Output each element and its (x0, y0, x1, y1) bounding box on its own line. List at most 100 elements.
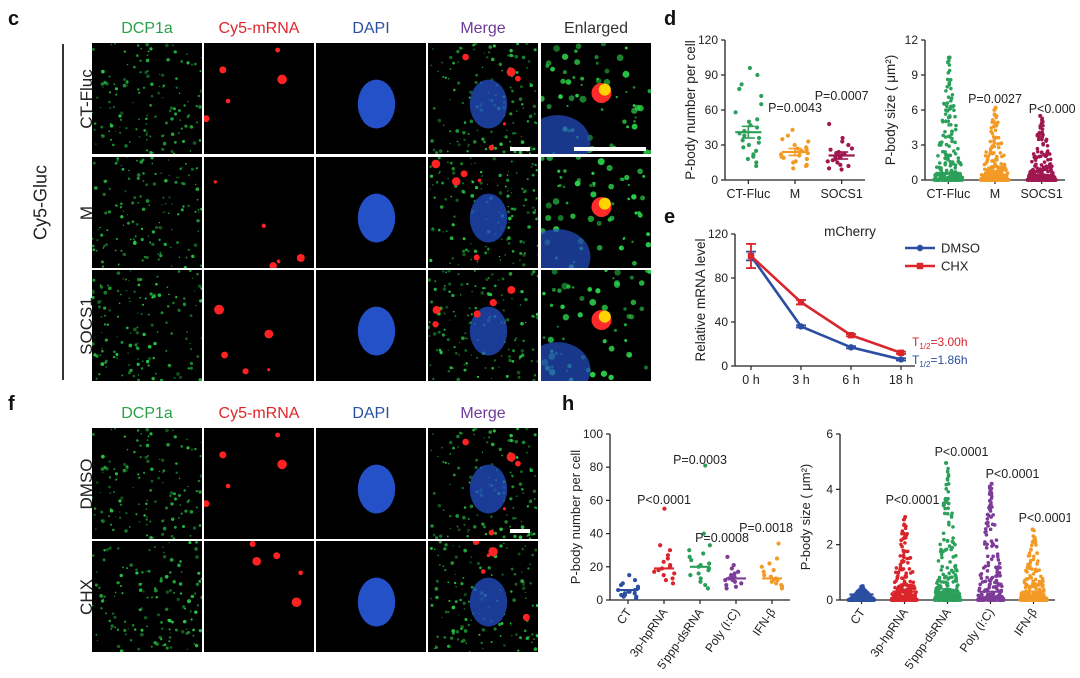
chart-pbody-size-d: 0 3 6 9 12 P-body size ( μm²) CT-Fluc M P=0.0027… (883, 33, 1075, 201)
data-point (1043, 154, 1048, 159)
micrograph-merge-row1 (428, 43, 538, 154)
data-point (899, 542, 903, 547)
data-point (701, 531, 706, 536)
series-3p-hprna (652, 506, 677, 586)
data-point (901, 576, 905, 581)
data-point (1030, 543, 1034, 548)
data-point (949, 568, 954, 573)
data-point (901, 553, 906, 558)
p-value-label: P=0.0008 (695, 531, 749, 545)
data-point (949, 547, 953, 552)
data-point (990, 170, 995, 175)
legend-label: CHX (941, 259, 969, 274)
data-point (942, 537, 946, 542)
data-point (847, 332, 855, 339)
data-point (1035, 146, 1040, 151)
data-point (938, 140, 942, 145)
data-point (943, 112, 948, 116)
p-value-label: P=0.0043 (768, 101, 822, 115)
data-point (946, 95, 951, 99)
data-point (910, 570, 915, 574)
data-point (740, 138, 745, 143)
data-point (999, 141, 1004, 146)
series-ct-fluc (932, 55, 965, 182)
column-header-dcp1a: DCP1a (121, 405, 173, 422)
data-point (667, 548, 673, 553)
data-point (1036, 582, 1041, 587)
data-point (943, 150, 947, 154)
data-point (860, 587, 865, 592)
data-point (891, 594, 896, 599)
data-point (826, 166, 832, 171)
data-point (948, 153, 953, 158)
data-point (1048, 157, 1053, 162)
data-point (950, 92, 955, 97)
data-point (909, 583, 914, 588)
data-point (988, 527, 993, 532)
data-point (936, 153, 940, 158)
y-tick-label: 0 (711, 173, 718, 187)
column-header-merge: Merge (460, 405, 506, 422)
data-point (627, 573, 632, 578)
data-point (990, 145, 995, 149)
data-point (996, 558, 1001, 562)
data-point (950, 539, 955, 544)
data-point (948, 560, 952, 564)
data-point (910, 598, 914, 602)
data-point (951, 525, 955, 529)
x-tick-label: 6 h (842, 373, 859, 387)
micrograph-merge-row1 (428, 428, 538, 539)
data-point (658, 543, 663, 548)
p-value-label: P=0.0027 (968, 92, 1022, 106)
data-point (981, 596, 985, 600)
data-point (1048, 166, 1053, 171)
column-header-cy5-mrna: Cy5-mRNA (218, 20, 300, 37)
data-point (703, 582, 708, 588)
data-point (1024, 598, 1029, 602)
data-point (947, 178, 952, 182)
data-point (949, 515, 954, 519)
data-point (990, 541, 995, 546)
data-point (661, 559, 666, 564)
data-point (828, 147, 833, 152)
data-point (937, 577, 942, 581)
data-point (996, 142, 1000, 146)
data-point (947, 544, 952, 548)
data-point (1038, 113, 1043, 118)
panel-h-label: h (562, 393, 575, 415)
data-point (1035, 562, 1039, 566)
data-point (1027, 587, 1032, 591)
data-point (1000, 584, 1004, 589)
data-point (950, 511, 954, 516)
data-point (947, 58, 951, 63)
data-point (984, 546, 989, 550)
data-point (985, 575, 989, 580)
data-point (994, 123, 999, 128)
data-point (838, 162, 843, 167)
data-point (948, 598, 953, 602)
data-point (1044, 139, 1048, 143)
data-point (1035, 132, 1040, 137)
data-point (993, 128, 998, 133)
x-tick-label: M (990, 187, 1000, 201)
data-point (1034, 586, 1038, 591)
data-point (689, 558, 694, 563)
data-point (943, 129, 947, 134)
y-axis-label: P-body size ( μm²) (800, 464, 813, 570)
series-socs1 (825, 121, 855, 172)
micrograph-red-row3 (204, 270, 314, 381)
series-ct (846, 584, 877, 602)
data-point (1026, 576, 1030, 581)
data-point (904, 582, 909, 587)
x-tick-label: 3p-hpRNA (867, 606, 911, 660)
scale-bar (510, 529, 530, 533)
data-point (939, 552, 944, 557)
data-point (1042, 167, 1047, 172)
micrograph-red-row2 (204, 541, 314, 652)
data-point (776, 541, 781, 546)
data-point (1028, 564, 1032, 568)
data-point (759, 564, 764, 569)
series-3p-hprna (889, 515, 919, 602)
